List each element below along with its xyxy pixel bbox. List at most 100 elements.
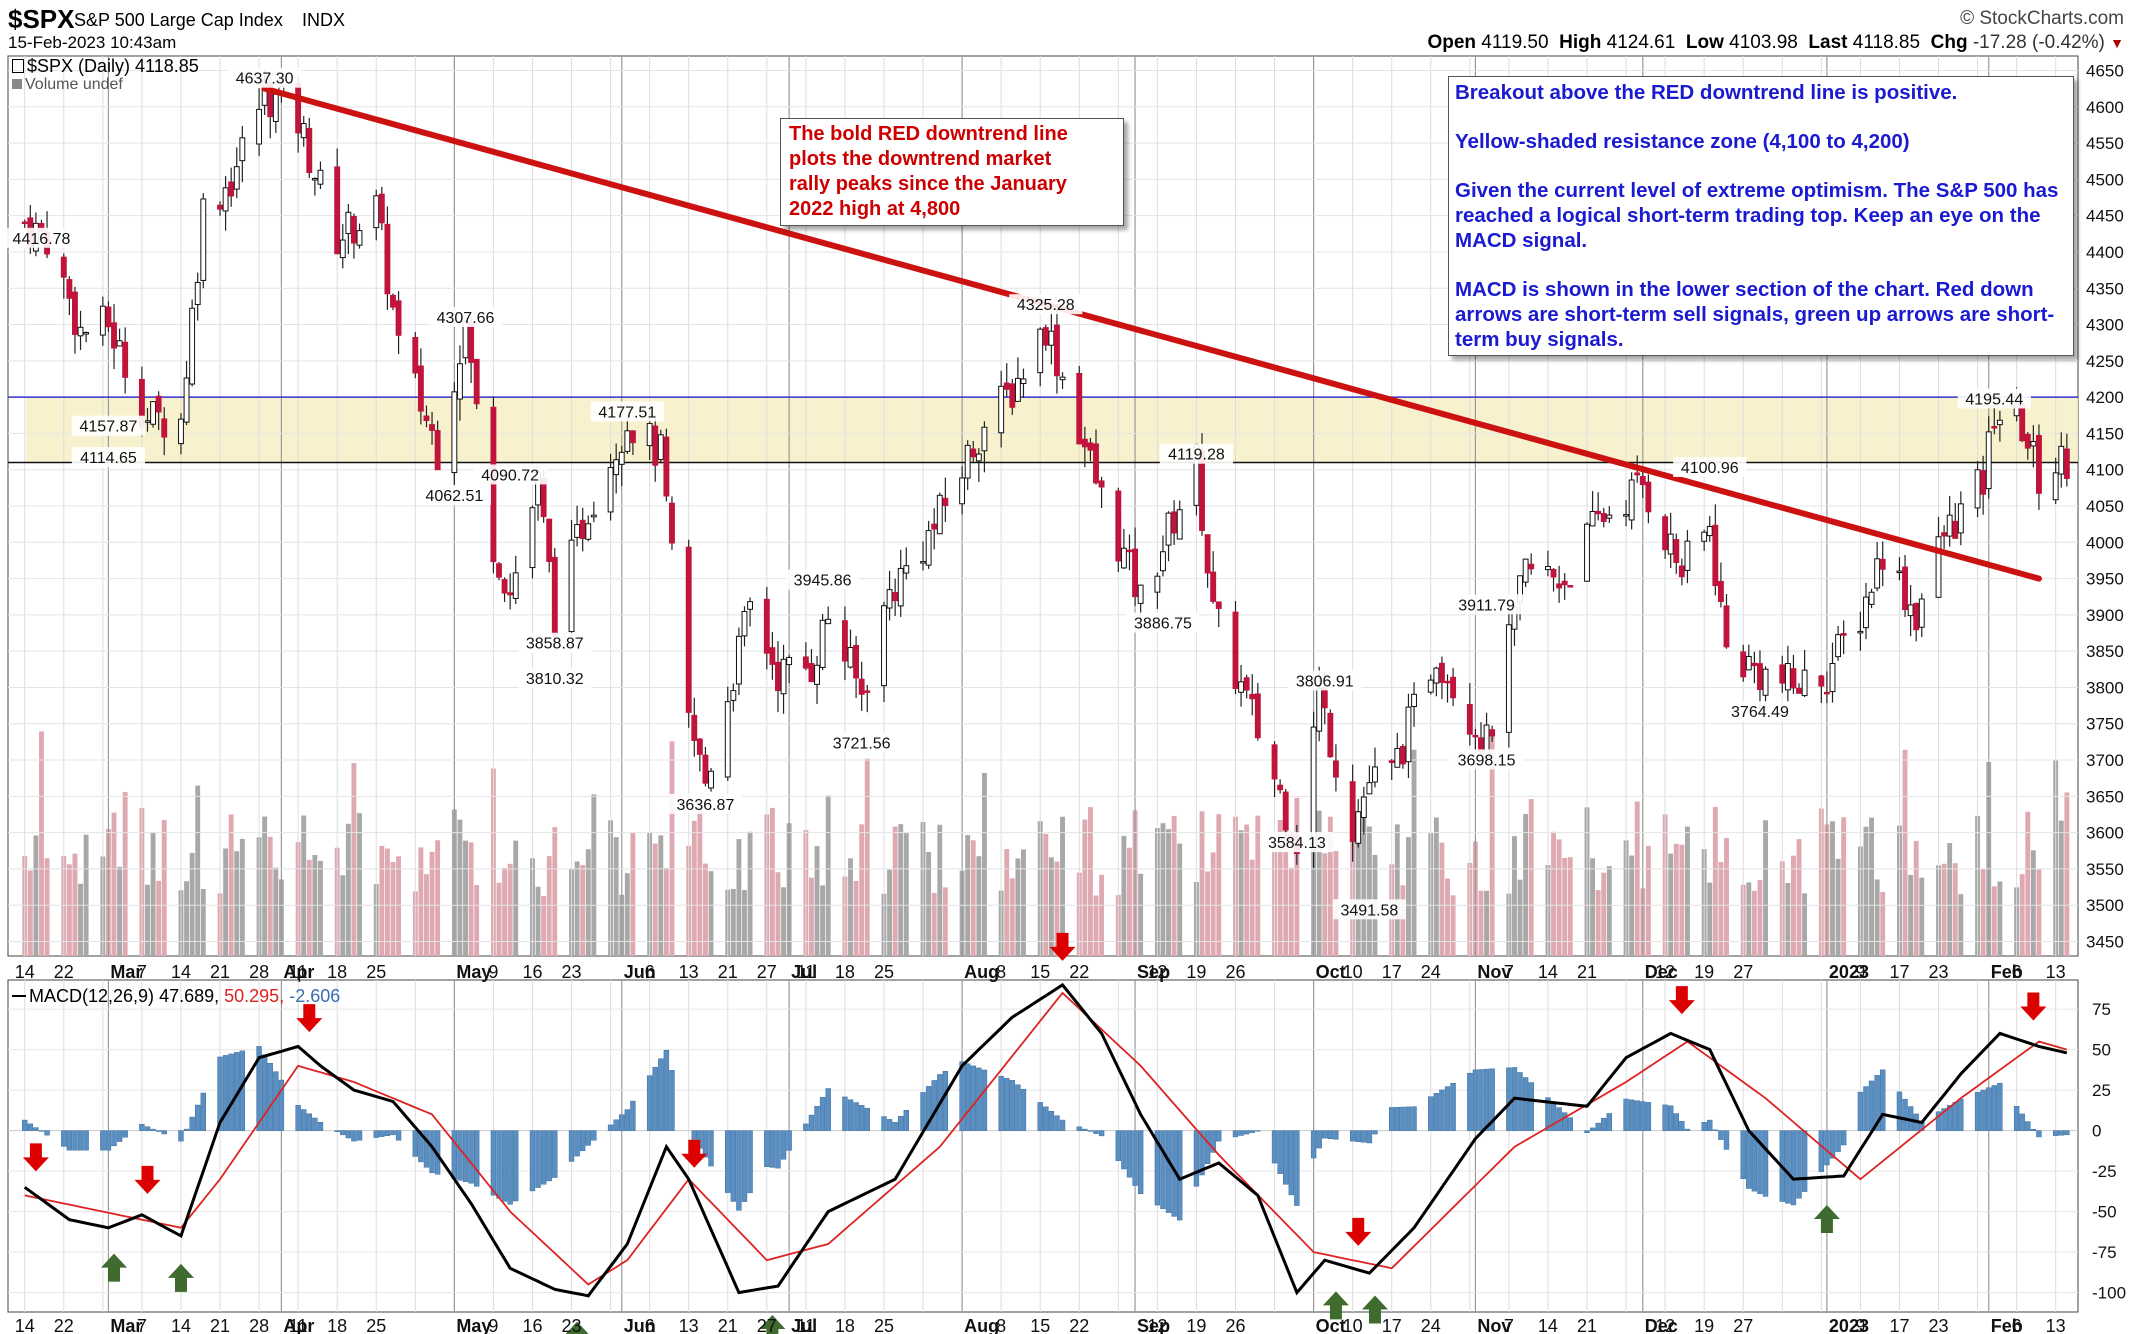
volume-bar	[937, 824, 943, 956]
volume-bar	[1445, 878, 1450, 956]
signal-legend-value: 50.295,	[224, 986, 285, 1006]
macd-hist-bar	[1043, 1106, 1049, 1131]
low-label: Low	[1685, 32, 1724, 53]
volume-bar	[1021, 849, 1026, 956]
macd-hist-bar	[1316, 1130, 1322, 1149]
x-tick-label: 23	[1928, 962, 1948, 982]
volume-bar	[1863, 826, 1869, 956]
volume-bar	[1450, 895, 1456, 956]
downtrend-note: The bold RED downtrend line plots the do…	[780, 118, 1124, 226]
annotation-bg	[71, 415, 146, 436]
macd-hist-bar	[1824, 1130, 1830, 1166]
macd-hist-bar	[1868, 1080, 1875, 1131]
y-tick-label: 4550	[2086, 134, 2124, 153]
volume-bar	[859, 824, 865, 956]
macd-hist-bar	[864, 1107, 870, 1131]
macd-hist-bar	[1059, 1119, 1066, 1131]
macd-hist-bar	[1087, 1130, 1094, 1132]
macd-hist-bar	[72, 1130, 78, 1151]
candle-body	[311, 177, 318, 181]
macd-hist-bar	[468, 1130, 474, 1184]
x-tick-label: Aug	[964, 1316, 999, 1334]
y-tick-label: 3650	[2086, 787, 2124, 806]
x-tick-label: 16	[522, 962, 542, 982]
volume-bar	[2019, 874, 2025, 956]
macd-hist-bar	[100, 1130, 106, 1151]
macd-hist-bar	[853, 1102, 859, 1131]
x-tick-label: 13	[2046, 962, 2066, 982]
macd-hist-bar	[1444, 1086, 1451, 1131]
candle-body	[1411, 693, 1417, 708]
volume-bar	[1763, 820, 1768, 956]
macd-hist-bar	[1662, 1104, 1668, 1131]
macd-hist-bar	[741, 1130, 748, 1202]
candle-body	[724, 701, 731, 778]
candle-body	[1623, 514, 1629, 517]
macd-hist-bar	[1601, 1118, 1607, 1131]
candle-body	[1388, 760, 1395, 764]
candle-body	[696, 738, 703, 755]
candle-body	[228, 181, 235, 197]
buy-arrow-icon	[1813, 1205, 1840, 1234]
candle-body	[864, 690, 871, 693]
macd-hist-bar	[1082, 1128, 1088, 1131]
volume-bar	[942, 887, 948, 956]
x-tick-label: 7	[1504, 1316, 1514, 1334]
macd-hist-bar	[624, 1109, 631, 1131]
candle-body	[1355, 811, 1362, 844]
y-tick-label: 3800	[2086, 678, 2124, 697]
macd-hist-bar	[1757, 1130, 1763, 1195]
candle-body	[1249, 693, 1256, 700]
candle-body	[1751, 662, 1758, 667]
price-annotation: 4090.72	[481, 467, 539, 484]
volume-bar	[1294, 797, 1300, 956]
macd-hist-bar	[1645, 1102, 1652, 1131]
annotation-bg	[1126, 612, 1200, 633]
candle-body	[1673, 539, 1680, 563]
candle-body	[1863, 596, 1869, 629]
volume-bar	[340, 875, 346, 956]
brand[interactable]: © StockCharts.com	[1960, 8, 2124, 29]
volume-bar	[390, 862, 396, 956]
volume-bar	[1679, 844, 1685, 956]
x-tick-label: Jul	[791, 1316, 817, 1334]
macd-hist-bar	[105, 1130, 112, 1151]
candle-body	[384, 223, 391, 295]
volume-bar	[83, 834, 89, 956]
macd-y-axis: -100 -75 -50 -25 0 25 50 75	[2092, 1000, 2126, 1302]
macd-hist-bar	[1009, 1080, 1016, 1131]
candle-body	[1634, 472, 1641, 476]
candle-body	[1059, 376, 1066, 381]
x-tick-label: 24	[1421, 1316, 1441, 1334]
volume-bar	[1082, 819, 1088, 956]
candle-body	[1360, 796, 1367, 818]
candle-body	[579, 519, 586, 540]
x-tick-label: Dec	[1645, 1316, 1678, 1334]
macd-hist-bar	[295, 1105, 301, 1131]
macd-tick-label: -75	[2092, 1243, 2117, 1262]
candle-body	[959, 477, 966, 505]
x-tick-label: 13	[2046, 1316, 2066, 1334]
macd-hist-bar	[1584, 1130, 1590, 1133]
price-annotation: 4416.78	[13, 231, 71, 248]
price-annotation: 3764.49	[1731, 704, 1789, 721]
candle-body	[998, 385, 1005, 434]
x-tick-label: 26	[1225, 962, 1245, 982]
macd-hist-bar	[334, 1130, 340, 1132]
candle-body	[618, 451, 625, 465]
macd-hist-bar	[1785, 1130, 1791, 1204]
candle-body	[1020, 378, 1027, 384]
macd-hist-bar	[513, 1130, 519, 1202]
volume-bar	[1361, 808, 1367, 956]
volume-bar	[898, 824, 904, 956]
macd-tick-label: 25	[2092, 1081, 2111, 1100]
candle-body	[802, 656, 809, 669]
macd-hist-bar	[1216, 1130, 1222, 1142]
volume-bar	[2064, 792, 2070, 956]
macd-hist-bar	[1790, 1130, 1797, 1206]
price-annotation: 4637.30	[236, 71, 294, 88]
macd-hist-bar	[1405, 1106, 1412, 1131]
x-tick-label: 18	[835, 1316, 855, 1334]
x-tick-label: 17	[1889, 1316, 1909, 1334]
